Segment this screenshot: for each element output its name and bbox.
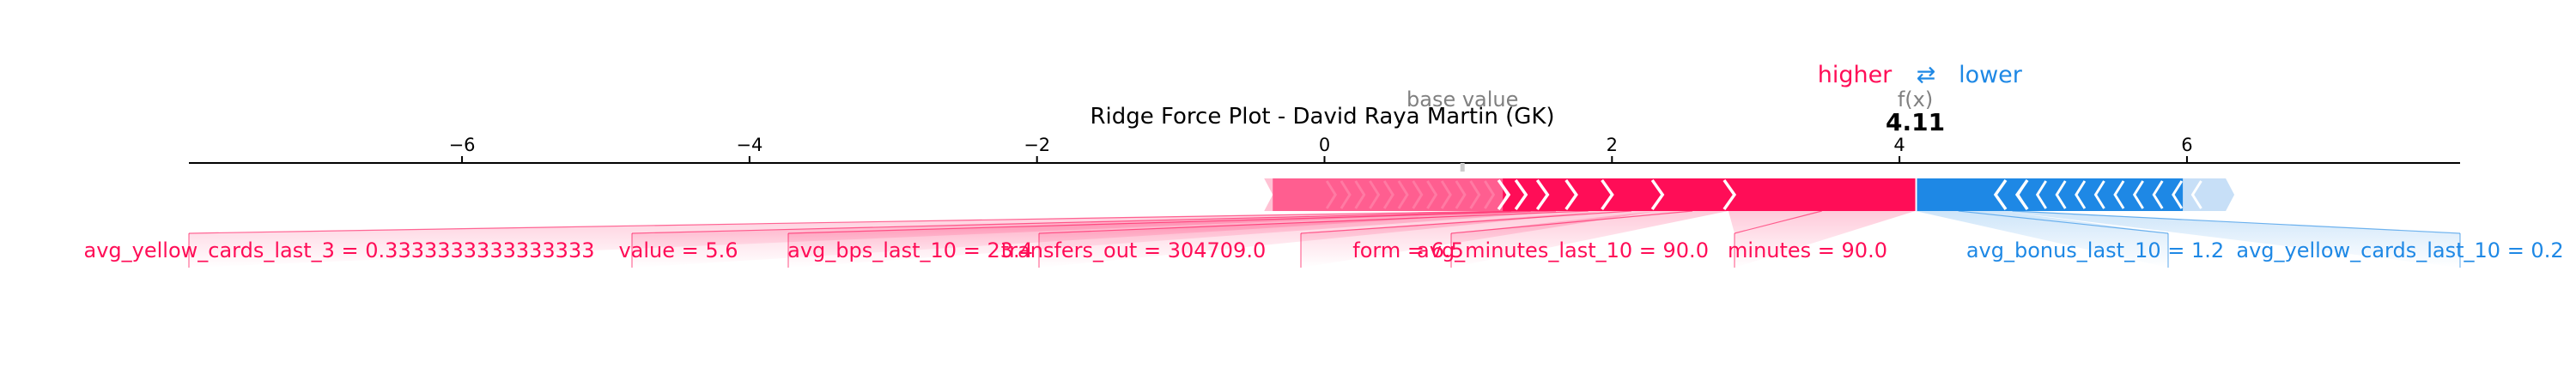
positive-feature-chevron xyxy=(1722,178,1737,211)
positive-feature-chevron xyxy=(1535,178,1550,211)
positive-connector-fill xyxy=(1728,211,1916,268)
negative-chevron xyxy=(2093,180,2105,209)
negative-chevron xyxy=(2152,180,2164,209)
positive-connector-fill xyxy=(788,211,1571,268)
positive-feature-label: minutes = 90.0 xyxy=(1728,238,1887,262)
positive-connector-fill xyxy=(1039,211,1607,268)
legend-higher: higher xyxy=(1818,62,1893,88)
positive-feature-label: transfers_out = 304709.0 xyxy=(1001,238,1266,262)
negative-chevron xyxy=(2035,180,2047,209)
negative-connector-fill xyxy=(1915,211,2168,268)
positive-feature-chevron xyxy=(1601,178,1614,211)
negative-connector-fill xyxy=(2001,211,2460,268)
fx-value: 4.11 xyxy=(1886,108,1945,136)
positive-rest-bar xyxy=(1273,178,1504,211)
x-tick-label: −6 xyxy=(449,135,476,155)
x-tick-label: 2 xyxy=(1607,135,1618,155)
positive-connector-line xyxy=(1734,210,1822,234)
label-connectors xyxy=(188,210,2461,268)
negative-chevron xyxy=(2190,180,2202,209)
negative-force-bar xyxy=(1917,178,2218,211)
negative-chevron xyxy=(2055,180,2067,209)
positive-force-bar xyxy=(1503,178,1916,211)
positive-feature-chevron xyxy=(1650,178,1665,211)
negative-chevron xyxy=(2113,180,2125,209)
negative-tail-fade xyxy=(2183,178,2235,211)
negative-chevron xyxy=(2172,180,2184,209)
feature-labels: minutes = 90.0 avg_minutes_last_10 = 90.0… xyxy=(84,238,2564,262)
positive-connector-fill xyxy=(189,211,1521,268)
legend-lower: lower xyxy=(1959,62,2023,88)
positive-feature-chevron xyxy=(1514,178,1528,211)
x-tick-label: −4 xyxy=(736,135,762,155)
negative-feature-label: avg_bonus_last_10 = 1.2 xyxy=(1966,238,2224,262)
negative-feature-label: avg_yellow_cards_last_10 = 0.2 xyxy=(2236,238,2563,262)
x-tick-label: 4 xyxy=(1893,135,1905,155)
positive-feature-chevron xyxy=(1564,178,1578,211)
negative-feature-chevron xyxy=(2014,178,2029,211)
negative-feature-chevron xyxy=(1993,178,2008,211)
legend: higher ⇄ lower xyxy=(1818,62,2023,88)
negative-chevron xyxy=(2075,180,2087,209)
positive-feature-label: value = 5.6 xyxy=(618,238,738,262)
x-axis: −6 −4 −2 0 2 4 6 xyxy=(189,135,2460,271)
positive-feature-label: avg_bps_last_10 = 23.4 xyxy=(787,238,1033,262)
positive-feature-label: avg_minutes_last_10 = 90.0 xyxy=(1417,238,1709,262)
x-tick-label: −2 xyxy=(1024,135,1050,155)
force-bars xyxy=(1264,178,2235,211)
base-value-label: base value xyxy=(1406,87,1518,112)
fx-label: f(x) xyxy=(1898,87,1933,112)
negative-connector-line xyxy=(2012,210,2461,234)
positive-feature-label: avg_yellow_cards_last_3 = 0.333333333333… xyxy=(84,238,595,262)
x-tick-label: 0 xyxy=(1319,135,1330,155)
negative-connector-line xyxy=(1958,210,2169,234)
positive-feature-chevron xyxy=(1497,178,1511,211)
positive-connector-fill xyxy=(1451,211,1728,268)
positive-connector-fill xyxy=(632,211,1542,268)
positive-connector-line xyxy=(188,210,1512,234)
x-tick-label: 6 xyxy=(2181,135,2192,155)
positive-connector-fill xyxy=(1301,211,1657,268)
negative-chevron xyxy=(2132,180,2144,209)
positive-feature-label: form = 6.5 xyxy=(1352,238,1464,262)
legend-arrow-icon: ⇄ xyxy=(1917,62,1936,88)
chart-title: Ridge Force Plot - David Raya Martin (GK… xyxy=(1090,104,1554,130)
